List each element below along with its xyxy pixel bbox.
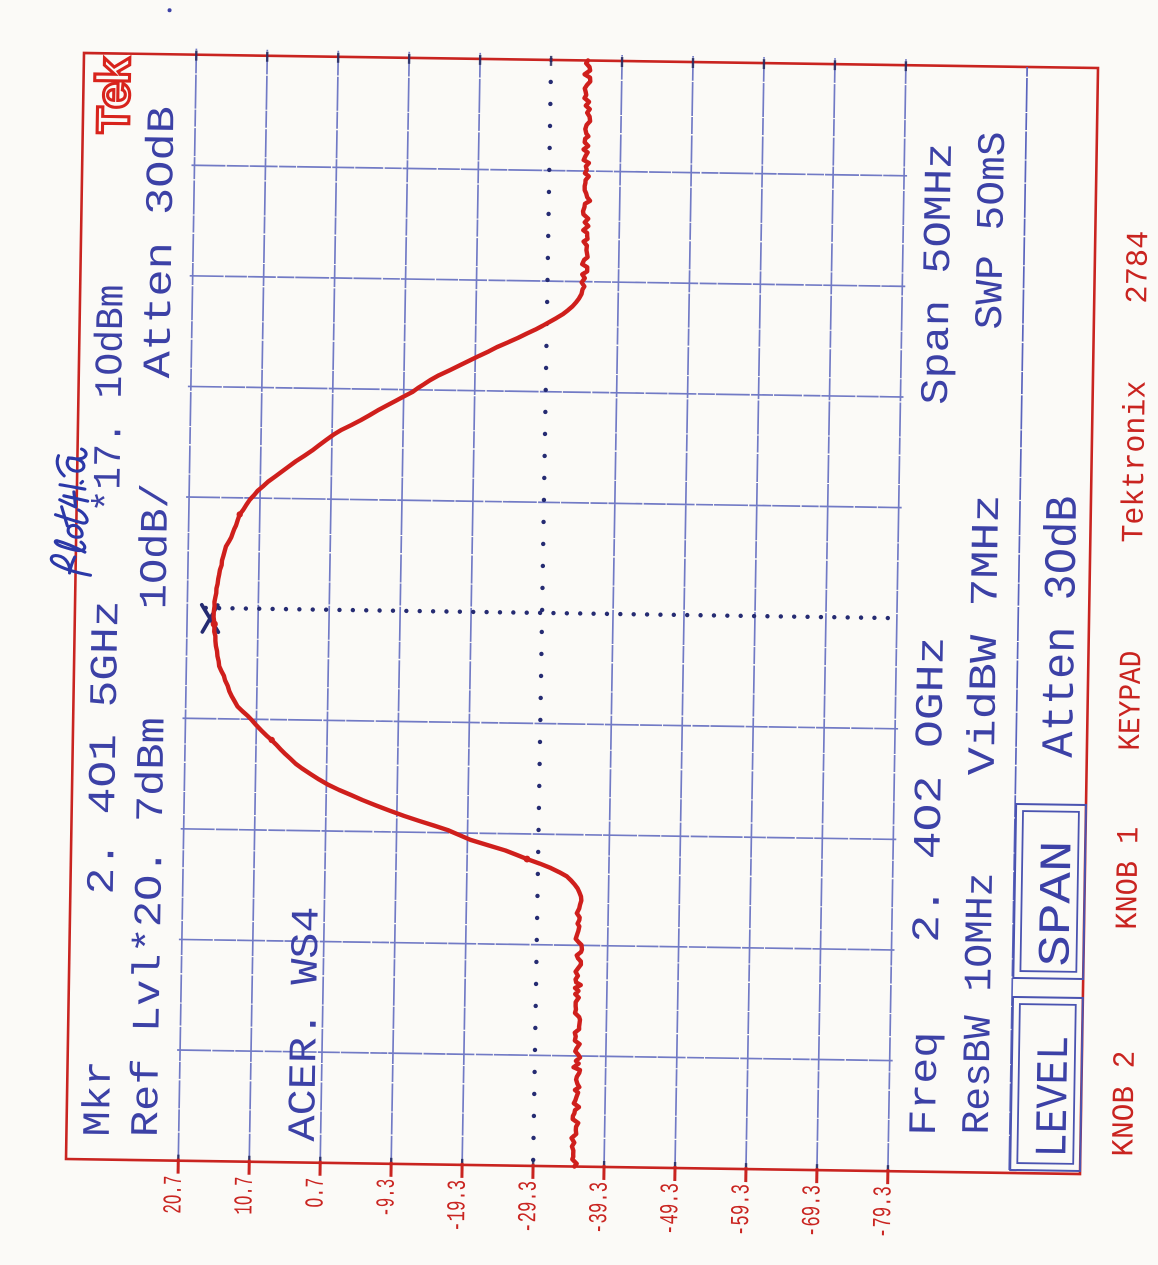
svg-text:VidBW 7MHz: VidBW 7MHz — [962, 494, 1011, 776]
svg-text:Atten 3OdB: Atten 3OdB — [1035, 495, 1090, 758]
svg-text:SWP 5OmS: SWP 5OmS — [969, 131, 1016, 330]
svg-text:KEYPAD: KEYPAD — [1114, 650, 1151, 751]
svg-text:-29.3: -29.3 — [513, 1181, 544, 1233]
svg-text:-49.3: -49.3 — [655, 1183, 686, 1235]
svg-text:Mkr: Mkr — [77, 1060, 122, 1137]
svg-text:*17. 1OdBm: *17. 1OdBm — [87, 284, 135, 513]
svg-text:Span 5OMHz: Span 5OMHz — [915, 142, 963, 405]
svg-text:-19.3: -19.3 — [442, 1180, 473, 1232]
svg-text:Atten 3OdB: Atten 3OdB — [137, 106, 185, 379]
svg-text:Tek: Tek — [90, 56, 145, 134]
svg-text:-39.3: -39.3 — [584, 1182, 615, 1234]
svg-text:2. 4O2 OGHz: 2. 4O2 OGHz — [906, 636, 955, 943]
svg-text:O.7: O.7 — [300, 1177, 330, 1207]
svg-text:1OdB/: 1OdB/ — [133, 483, 179, 610]
svg-text:SPAN: SPAN — [1031, 840, 1084, 967]
svg-text:-9.3: -9.3 — [371, 1179, 402, 1217]
svg-text:LEVEL: LEVEL — [1028, 1035, 1081, 1158]
svg-text:Ref Lvl*2O. 7dBm: Ref Lvl*2O. 7dBm — [125, 717, 176, 1138]
svg-text:2. 4O1 5GHz: 2. 4O1 5GHz — [81, 600, 130, 895]
svg-text:-79.3: -79.3 — [868, 1186, 899, 1238]
svg-text:1O.7: 1O.7 — [229, 1176, 260, 1214]
svg-text:-59.3: -59.3 — [726, 1184, 757, 1236]
svg-text:KNOB 1: KNOB 1 — [1111, 826, 1148, 930]
svg-text:2784: 2784 — [1121, 230, 1157, 304]
svg-text:Freq: Freq — [903, 1031, 949, 1136]
svg-text:-69.3: -69.3 — [797, 1185, 828, 1237]
svg-text:ResBW 1OMHz: ResBW 1OMHz — [956, 872, 1004, 1135]
svg-text:Tektronix: Tektronix — [1117, 380, 1155, 543]
svg-text:ACER. WS4: ACER. WS4 — [282, 906, 330, 1142]
svg-text:2O.7: 2O.7 — [158, 1175, 189, 1213]
svg-text:KNOB 2: KNOB 2 — [1107, 1050, 1144, 1157]
